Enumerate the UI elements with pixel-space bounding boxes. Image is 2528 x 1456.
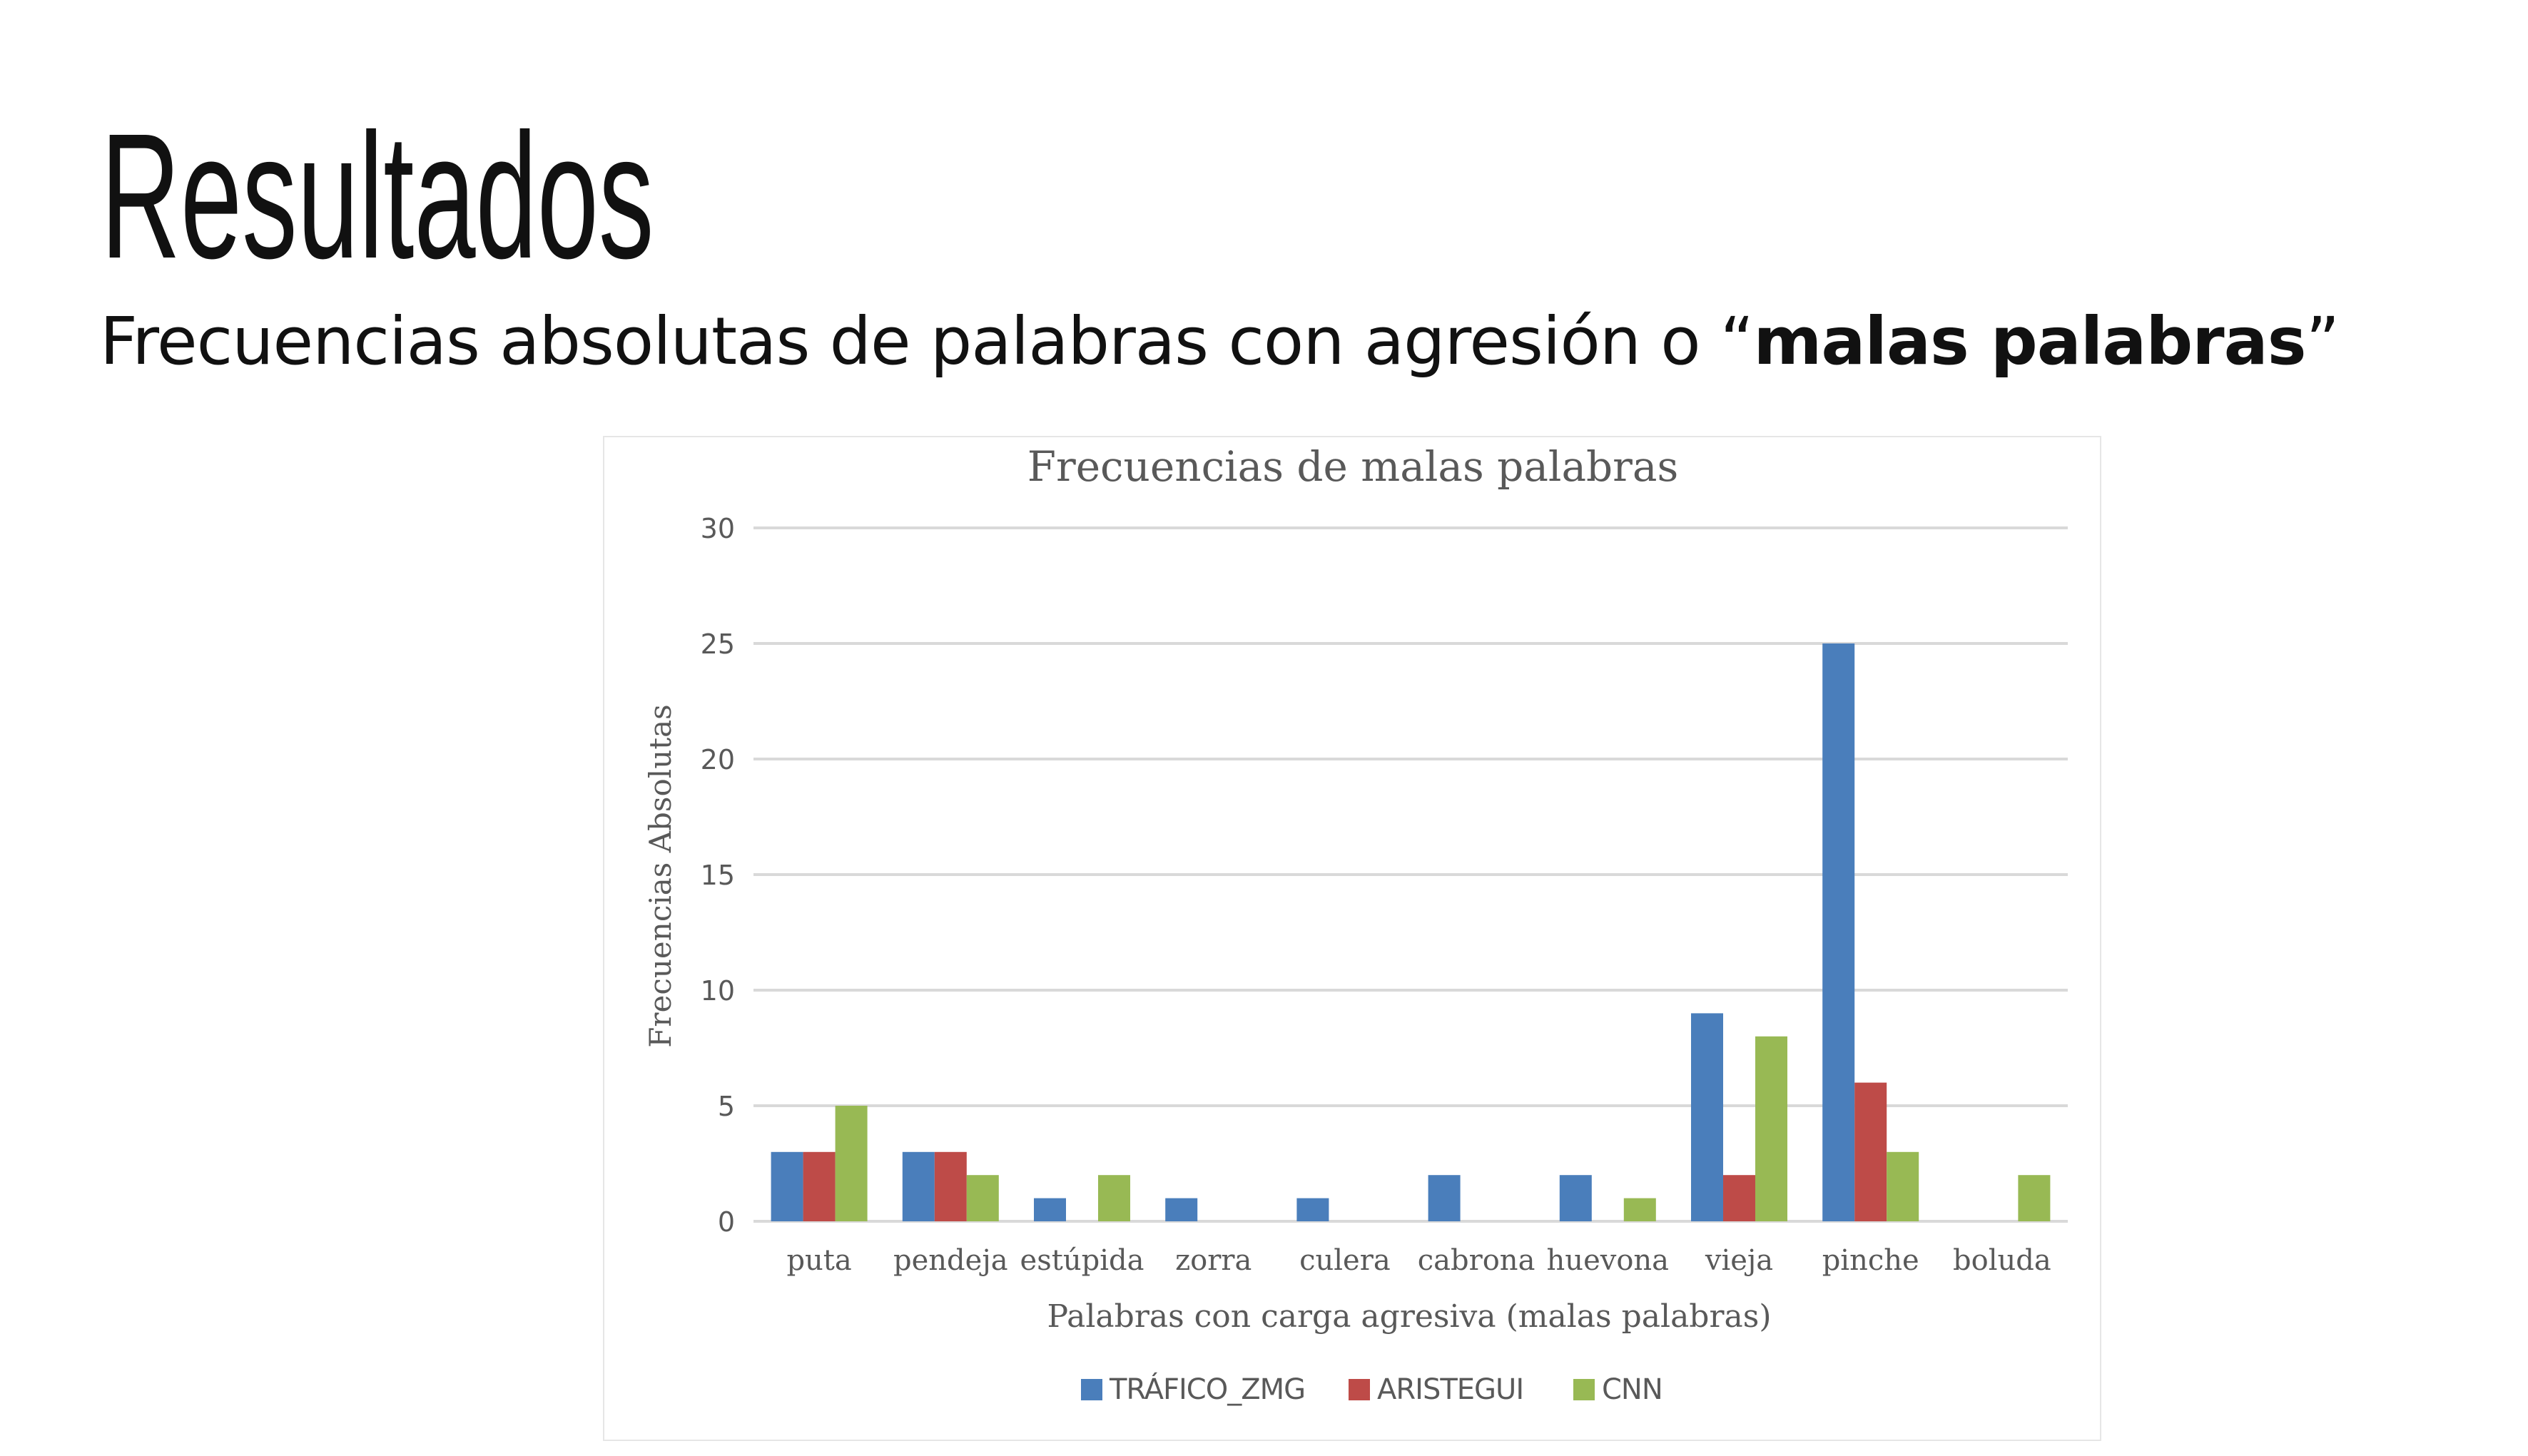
legend-swatch	[1349, 1379, 1370, 1400]
bar-tráfico_zmg-huevona	[1559, 1175, 1592, 1221]
bar-cnn-pendeja	[966, 1175, 999, 1221]
x-tick-label: puta	[786, 1244, 851, 1277]
bars	[771, 643, 2051, 1221]
legend-label: ARISTEGUI	[1377, 1373, 1523, 1406]
x-tick-label: boluda	[1953, 1244, 2051, 1277]
y-axis-label: Frecuencias Absolutas	[643, 704, 678, 1047]
x-tick-label: estúpida	[1020, 1244, 1144, 1277]
bar-tráfico_zmg-pinche	[1822, 643, 1855, 1221]
y-tick-label: 15	[701, 860, 735, 891]
bar-tráfico_zmg-vieja	[1691, 1013, 1723, 1221]
chart-frame	[603, 436, 2101, 1441]
bar-tráfico_zmg-zorra	[1165, 1198, 1198, 1221]
bar-cnn-estúpida	[1098, 1175, 1130, 1221]
y-tick-labels: 0 5 10 15 20 25 30	[701, 513, 735, 1238]
bar-tráfico_zmg-estúpida	[1034, 1198, 1066, 1221]
x-tick-label: vieja	[1705, 1244, 1773, 1277]
bar-aristegui-pendeja	[934, 1151, 967, 1221]
y-tick-label: 0	[718, 1206, 735, 1238]
bar-cnn-vieja	[1755, 1036, 1787, 1221]
legend-label: TRÁFICO_ZMG	[1109, 1372, 1305, 1406]
y-tick-label: 30	[701, 513, 735, 544]
x-tick-label: culera	[1299, 1244, 1391, 1277]
legend-swatch	[1081, 1379, 1102, 1400]
x-tick-label: cabrona	[1418, 1244, 1535, 1277]
bar-tráfico_zmg-culera	[1296, 1198, 1329, 1221]
bar-tráfico_zmg-cabrona	[1428, 1175, 1461, 1221]
bar-aristegui-puta	[803, 1151, 836, 1221]
subtitle-bold-text: malas palabras	[1753, 303, 2306, 380]
subtitle-close-quote: ”	[2305, 303, 2340, 380]
bar-aristegui-pinche	[1854, 1082, 1887, 1221]
y-tick-label: 5	[718, 1091, 735, 1122]
bar-aristegui-vieja	[1723, 1175, 1755, 1221]
bar-cnn-pinche	[1887, 1151, 1919, 1221]
slide-subtitle: Frecuencias absolutas de palabras con ag…	[100, 303, 2340, 380]
y-tick-label: 25	[701, 628, 735, 660]
bar-cnn-puta	[835, 1106, 868, 1221]
x-tick-labels: puta pendeja estúpida zorra culera cabrona hue…	[786, 1244, 2051, 1277]
legend-label: CNN	[1602, 1373, 1663, 1406]
bar-tráfico_zmg-pendeja	[902, 1151, 935, 1221]
legend-swatch	[1573, 1379, 1595, 1400]
x-tick-label: pinche	[1822, 1244, 1919, 1277]
subtitle-text: Frecuencias absolutas de palabras con ag…	[100, 303, 1754, 380]
x-tick-label: pendeja	[893, 1244, 1008, 1277]
x-tick-label: huevona	[1547, 1244, 1669, 1277]
x-axis-label: Palabras con carga agresiva (malas palab…	[1047, 1298, 1772, 1335]
chart-title: Frecuencias de malas palabras	[1027, 442, 1678, 491]
x-tick-label: zorra	[1175, 1244, 1252, 1277]
bar-cnn-huevona	[1623, 1198, 1656, 1221]
legend: TRÁFICO_ZMG ARISTEGUI CNN	[1081, 1372, 1663, 1406]
y-tick-label: 10	[701, 975, 735, 1007]
y-tick-label: 20	[701, 744, 735, 775]
bar-cnn-boluda	[2018, 1175, 2051, 1221]
slide-title: Resultados	[101, 96, 654, 295]
bar-tráfico_zmg-puta	[771, 1151, 803, 1221]
